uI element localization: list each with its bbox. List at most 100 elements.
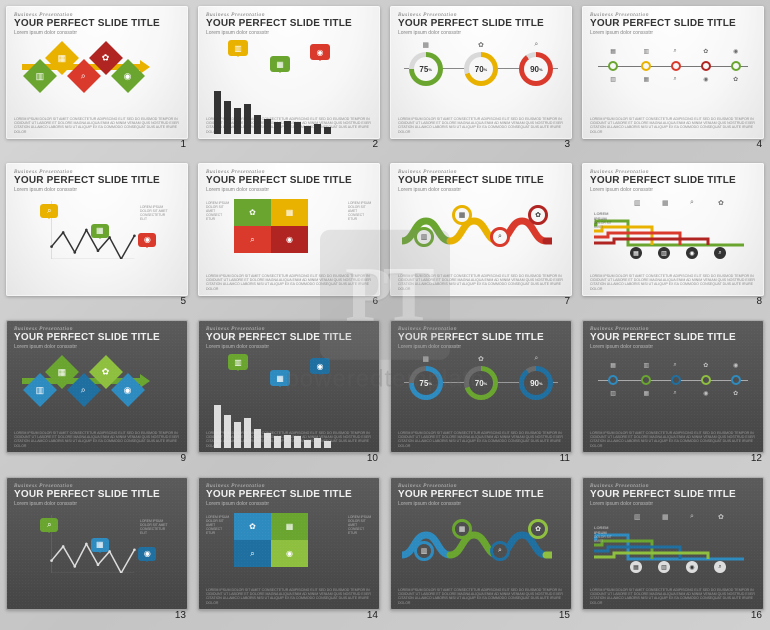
slide-pretitle: Business Presentation bbox=[590, 12, 756, 18]
slide-pretitle: Business Presentation bbox=[206, 169, 372, 175]
slide-graphic-line: ⌕▦◉LOREM IPSUM DOLOR SIT AMET CONSECTETU… bbox=[18, 515, 168, 573]
slide-lorem: LOREM IPSUM DOLOR SIT AMET CONSECTETUR A… bbox=[398, 588, 564, 606]
slide-number: 2 bbox=[198, 139, 380, 153]
slide-thumb-5[interactable]: Business PresentationYOUR PERFECT SLIDE … bbox=[6, 163, 188, 296]
slide-subtitle: Lorem ipsum dolor conssstrr bbox=[398, 187, 564, 193]
slide-number: 12 bbox=[582, 453, 764, 467]
slide-body: ▥▦◉LOREM IPSUM DOLOR SIT AMET CONSECTETU… bbox=[206, 38, 372, 134]
slide-pretitle: Business Presentation bbox=[14, 12, 180, 18]
slide-pretitle: Business Presentation bbox=[14, 483, 180, 489]
slide-cell[interactable]: Business PresentationYOUR PERFECT SLIDE … bbox=[198, 6, 380, 153]
slide-lorem: LOREM IPSUM DOLOR SIT AMET CONSECTETUR A… bbox=[14, 431, 180, 449]
slide-cell[interactable]: Business PresentationYOUR PERFECT SLIDE … bbox=[582, 6, 764, 153]
slide-pretitle: Business Presentation bbox=[398, 169, 564, 175]
slide-thumb-4[interactable]: Business PresentationYOUR PERFECT SLIDE … bbox=[582, 6, 764, 139]
slide-thumb-12[interactable]: Business PresentationYOUR PERFECT SLIDE … bbox=[582, 320, 764, 453]
slide-title: YOUR PERFECT SLIDE TITLE bbox=[398, 490, 564, 500]
slide-cell[interactable]: Business PresentationYOUR PERFECT SLIDE … bbox=[198, 163, 380, 310]
slide-thumb-2[interactable]: Business PresentationYOUR PERFECT SLIDE … bbox=[198, 6, 380, 139]
slide-lorem: LOREM IPSUM DOLOR SIT AMET CONSECTETUR A… bbox=[14, 117, 180, 135]
slide-thumb-7[interactable]: Business PresentationYOUR PERFECT SLIDE … bbox=[390, 163, 572, 296]
slide-thumb-6[interactable]: Business PresentationYOUR PERFECT SLIDE … bbox=[198, 163, 380, 296]
slide-body: ▥▦⌕✿ ▦▥◉⌕LOREM IPSUMDOLOR SIT AMETLOREM … bbox=[590, 509, 756, 605]
slide-number: 10 bbox=[198, 453, 380, 467]
slide-cell[interactable]: Business PresentationYOUR PERFECT SLIDE … bbox=[6, 6, 188, 153]
slide-cell[interactable]: Business PresentationYOUR PERFECT SLIDE … bbox=[582, 320, 764, 467]
slide-thumb-1[interactable]: Business PresentationYOUR PERFECT SLIDE … bbox=[6, 6, 188, 139]
slide-pretitle: Business Presentation bbox=[398, 326, 564, 332]
slide-title: YOUR PERFECT SLIDE TITLE bbox=[590, 333, 756, 343]
slide-thumb-14[interactable]: Business PresentationYOUR PERFECT SLIDE … bbox=[198, 477, 380, 610]
slide-cell[interactable]: Business PresentationYOUR PERFECT SLIDE … bbox=[198, 320, 380, 467]
slide-thumb-9[interactable]: Business PresentationYOUR PERFECT SLIDE … bbox=[6, 320, 188, 453]
slide-body: ▥▦⌕✿ ▦▥◉⌕LOREM IPSUMDOLOR SIT AMETLOREM … bbox=[590, 195, 756, 291]
slide-thumb-11[interactable]: Business PresentationYOUR PERFECT SLIDE … bbox=[390, 320, 572, 453]
slide-lorem: LOREM IPSUM DOLOR SIT AMET CONSECTETUR A… bbox=[206, 274, 372, 292]
slide-cell[interactable]: Business PresentationYOUR PERFECT SLIDE … bbox=[582, 163, 764, 310]
slide-pretitle: Business Presentation bbox=[398, 12, 564, 18]
slide-subtitle: Lorem ipsum dolor conssstrr bbox=[14, 344, 180, 350]
slide-lorem: LOREM IPSUM DOLOR SIT AMET CONSECTETUR A… bbox=[206, 117, 372, 135]
slide-title: YOUR PERFECT SLIDE TITLE bbox=[398, 19, 564, 29]
slide-cell[interactable]: Business PresentationYOUR PERFECT SLIDE … bbox=[6, 477, 188, 624]
slide-body: ▥▦⌕✿LOREM IPSUM DOLOR SIT AMET CONSECTET… bbox=[398, 195, 564, 291]
slide-title: YOUR PERFECT SLIDE TITLE bbox=[398, 176, 564, 186]
slide-subtitle: Lorem ipsum dolor conssstrr bbox=[206, 30, 372, 36]
slide-cell[interactable]: Business PresentationYOUR PERFECT SLIDE … bbox=[390, 477, 572, 624]
slide-subtitle: Lorem ipsum dolor conssstrr bbox=[398, 501, 564, 507]
slide-title: YOUR PERFECT SLIDE TITLE bbox=[398, 333, 564, 343]
slide-title: YOUR PERFECT SLIDE TITLE bbox=[590, 490, 756, 500]
slide-lorem: LOREM IPSUM DOLOR SIT AMET CONSECTETUR A… bbox=[590, 274, 756, 292]
slide-body: ▦▥▥▦⌕⌕✿◉◉✿LOREM IPSUM DOLOR SIT AMET CON… bbox=[590, 38, 756, 134]
slide-title: YOUR PERFECT SLIDE TITLE bbox=[590, 19, 756, 29]
slide-body: ▥▦⌕✿◉ LOREM IPSUM DOLOR SIT AMET CONSECTE… bbox=[14, 38, 180, 134]
slide-body: ✿▦⌕◉LOREM IPSUM DOLOR SIT AMET CONSECT E… bbox=[206, 509, 372, 605]
slide-thumb-8[interactable]: Business PresentationYOUR PERFECT SLIDE … bbox=[582, 163, 764, 296]
slide-title: YOUR PERFECT SLIDE TITLE bbox=[206, 333, 372, 343]
slide-thumb-16[interactable]: Business PresentationYOUR PERFECT SLIDE … bbox=[582, 477, 764, 610]
slide-pretitle: Business Presentation bbox=[590, 169, 756, 175]
slide-body: ▦75%✿70%⌕90%LOREM IPSUM DOLOR SIT AMET C… bbox=[398, 38, 564, 134]
slide-subtitle: Lorem ipsum dolor conssstrr bbox=[590, 501, 756, 507]
slide-graphic-wave: ▥▦⌕✿ bbox=[402, 205, 552, 251]
slide-thumb-15[interactable]: Business PresentationYOUR PERFECT SLIDE … bbox=[390, 477, 572, 610]
slide-thumb-13[interactable]: Business PresentationYOUR PERFECT SLIDE … bbox=[6, 477, 188, 610]
slide-graphic-diamonds: ▥▦⌕✿◉ bbox=[22, 46, 142, 94]
slide-cell[interactable]: Business PresentationYOUR PERFECT SLIDE … bbox=[582, 477, 764, 624]
slide-cell[interactable]: Business PresentationYOUR PERFECT SLIDE … bbox=[390, 163, 572, 310]
slide-body: ⌕▦◉LOREM IPSUM DOLOR SIT AMET CONSECTETU… bbox=[14, 195, 180, 291]
slide-number: 4 bbox=[582, 139, 764, 153]
slide-number: 7 bbox=[390, 296, 572, 310]
slide-cell[interactable]: Business PresentationYOUR PERFECT SLIDE … bbox=[198, 477, 380, 624]
slide-title: YOUR PERFECT SLIDE TITLE bbox=[14, 176, 180, 186]
slide-pretitle: Business Presentation bbox=[206, 326, 372, 332]
slide-subtitle: Lorem ipsum dolor conssstrr bbox=[398, 344, 564, 350]
slide-cell[interactable]: Business PresentationYOUR PERFECT SLIDE … bbox=[390, 6, 572, 153]
slide-graphic-wave: ▥▦⌕✿ bbox=[402, 519, 552, 565]
slide-lorem: LOREM IPSUM DOLOR SIT AMET CONSECTETUR A… bbox=[590, 588, 756, 606]
slide-thumb-10[interactable]: Business PresentationYOUR PERFECT SLIDE … bbox=[198, 320, 380, 453]
slide-subtitle: Lorem ipsum dolor conssstrr bbox=[14, 187, 180, 193]
slide-cell[interactable]: Business PresentationYOUR PERFECT SLIDE … bbox=[390, 320, 572, 467]
slide-body: ▥▦⌕✿◉ LOREM IPSUM DOLOR SIT AMET CONSECTE… bbox=[14, 352, 180, 448]
slide-lorem: LOREM IPSUM DOLOR SIT AMET CONSECTETUR A… bbox=[590, 117, 756, 135]
slide-subtitle: Lorem ipsum dolor conssstrr bbox=[14, 30, 180, 36]
slide-cell[interactable]: Business PresentationYOUR PERFECT SLIDE … bbox=[6, 163, 188, 310]
slide-title: YOUR PERFECT SLIDE TITLE bbox=[14, 490, 180, 500]
slide-body: ▦▥▥▦⌕⌕✿◉◉✿LOREM IPSUM DOLOR SIT AMET CON… bbox=[590, 352, 756, 448]
slide-title: YOUR PERFECT SLIDE TITLE bbox=[14, 19, 180, 29]
slide-number: 14 bbox=[198, 610, 380, 624]
slide-number: 15 bbox=[390, 610, 572, 624]
slide-graphic-line: ⌕▦◉LOREM IPSUM DOLOR SIT AMET CONSECTETU… bbox=[18, 201, 168, 259]
slide-cell[interactable]: Business PresentationYOUR PERFECT SLIDE … bbox=[6, 320, 188, 467]
slide-subtitle: Lorem ipsum dolor conssstrr bbox=[590, 187, 756, 193]
slide-subtitle: Lorem ipsum dolor conssstrr bbox=[206, 344, 372, 350]
slide-thumb-3[interactable]: Business PresentationYOUR PERFECT SLIDE … bbox=[390, 6, 572, 139]
slide-graphic-diamonds: ▥▦⌕✿◉ bbox=[22, 360, 142, 408]
slide-lorem: LOREM IPSUM DOLOR SIT AMET CONSECTETUR A… bbox=[206, 588, 372, 606]
slide-title: YOUR PERFECT SLIDE TITLE bbox=[590, 176, 756, 186]
slide-pretitle: Business Presentation bbox=[398, 483, 564, 489]
slide-grid: Business PresentationYOUR PERFECT SLIDE … bbox=[6, 6, 764, 624]
slide-pretitle: Business Presentation bbox=[14, 326, 180, 332]
slide-number: 3 bbox=[390, 139, 572, 153]
